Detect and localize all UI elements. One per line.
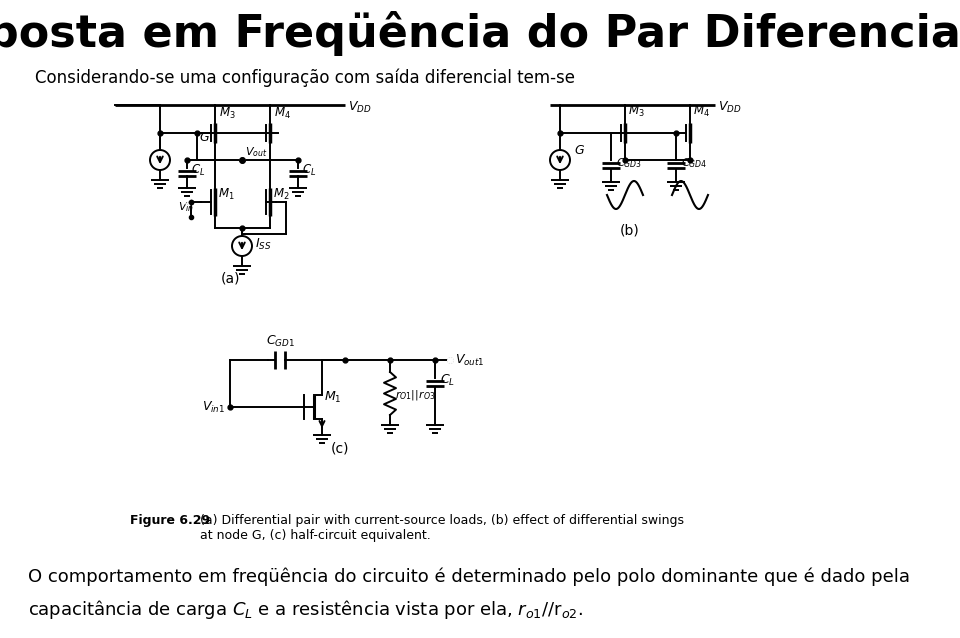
Text: $V_{DD}$: $V_{DD}$ [718,100,742,115]
Text: $V_{out1}$: $V_{out1}$ [455,352,485,367]
Text: $M_4$: $M_4$ [693,104,709,119]
Text: $V_{in}$: $V_{in}$ [178,200,194,214]
Text: $V_{out}$: $V_{out}$ [245,145,268,159]
Text: O comportamento em freqüência do circuito é determinado pelo polo dominante que : O comportamento em freqüência do circuit… [28,568,910,586]
Text: $M_3$: $M_3$ [628,104,645,119]
Text: G: G [574,144,584,157]
Text: Figure 6.29: Figure 6.29 [130,514,210,527]
Text: $I_{SS}$: $I_{SS}$ [255,237,272,252]
Text: $C_L$: $C_L$ [191,163,205,178]
Text: $r_{O1}$$||$$r_{O3}$: $r_{O1}$$||$$r_{O3}$ [395,388,436,402]
Text: $M_4$: $M_4$ [274,106,291,121]
Text: (a) Differential pair with current-source loads, (b) effect of differential swin: (a) Differential pair with current-sourc… [188,514,684,542]
Text: $C_L$: $C_L$ [302,163,316,178]
Text: $C_{GD1}$: $C_{GD1}$ [266,334,295,349]
Text: $C_{GD3}$: $C_{GD3}$ [616,156,642,170]
Text: (c): (c) [331,442,349,456]
Text: $M_3$: $M_3$ [219,106,235,121]
Text: $M_1$: $M_1$ [218,187,234,202]
Text: (a): (a) [220,271,240,285]
Text: Resposta em Freqüência do Par Diferencial (3): Resposta em Freqüência do Par Diferencia… [0,11,960,57]
Text: G: G [199,131,209,144]
Text: $V_{in1}$: $V_{in1}$ [202,399,226,415]
Text: $V_{DD}$: $V_{DD}$ [348,100,372,115]
Text: $C_{GD4}$: $C_{GD4}$ [681,156,708,170]
Text: $M_2$: $M_2$ [273,187,290,202]
Text: $M_1$: $M_1$ [324,390,342,405]
Text: capacitância de carga $C_L$ e a resistência vista por ela, $r_{o1}$/$/$r$_{o2}$.: capacitância de carga $C_L$ e a resistên… [28,598,583,621]
Text: (b): (b) [620,224,640,238]
Text: Considerando-se uma configuração com saída diferencial tem-se: Considerando-se uma configuração com saí… [35,69,575,87]
Text: $C_L$: $C_L$ [440,373,455,388]
